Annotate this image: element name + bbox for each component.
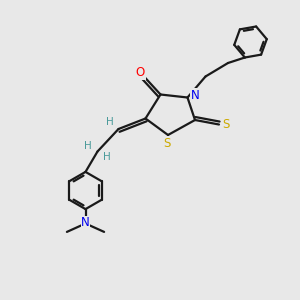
Text: N: N <box>81 216 90 230</box>
Text: N: N <box>190 88 200 102</box>
Text: H: H <box>106 117 114 128</box>
Text: S: S <box>163 137 170 150</box>
Text: O: O <box>136 66 145 80</box>
Text: H: H <box>84 141 92 151</box>
Text: S: S <box>222 118 229 131</box>
Text: H: H <box>103 152 111 162</box>
